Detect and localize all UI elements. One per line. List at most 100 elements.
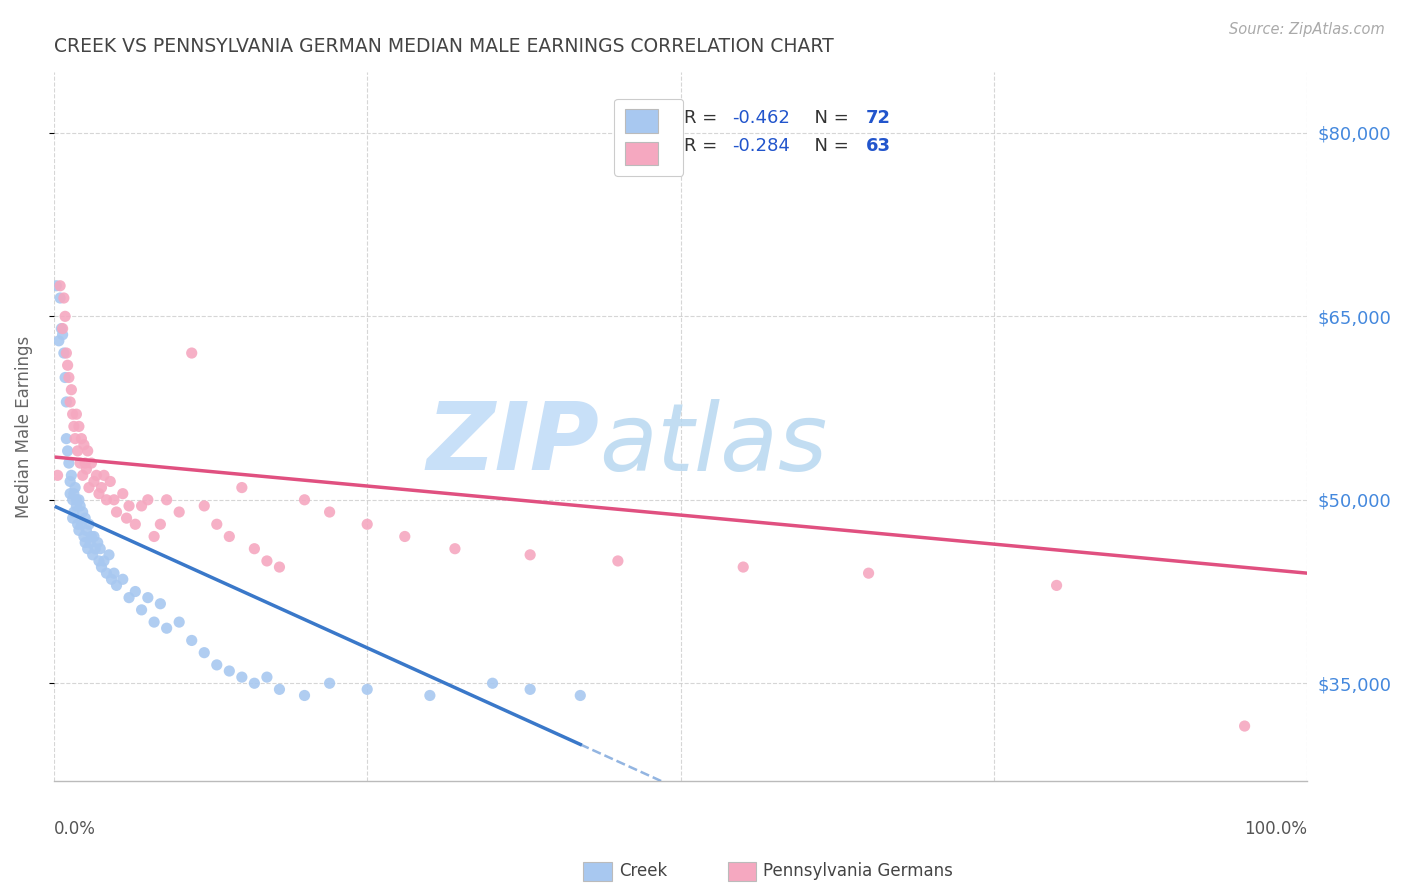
Point [56, 358, 79, 372]
Point [62, 407, 84, 421]
Point [143, 529, 166, 543]
Point [111, 486, 134, 500]
Point [67, 524, 90, 538]
Point [69, 456, 91, 470]
Point [48, 334, 70, 348]
Point [52, 327, 75, 342]
Point [294, 492, 316, 507]
Point [519, 682, 541, 697]
Point [52, 291, 75, 305]
Point [72, 468, 94, 483]
Point [77, 517, 100, 532]
Point [231, 670, 253, 684]
Point [118, 499, 141, 513]
Point [606, 554, 628, 568]
Point [136, 492, 159, 507]
Point [243, 676, 266, 690]
Point [356, 517, 378, 532]
Point [481, 676, 503, 690]
Point [60, 383, 83, 397]
Text: 63: 63 [866, 137, 891, 155]
Point [180, 633, 202, 648]
Point [63, 419, 86, 434]
Point [72, 505, 94, 519]
Point [77, 481, 100, 495]
Point [115, 511, 138, 525]
Point [73, 438, 96, 452]
Point [167, 615, 190, 629]
Point [60, 468, 83, 483]
Point [231, 481, 253, 495]
Point [87, 486, 110, 500]
Point [103, 492, 125, 507]
Text: 100.0%: 100.0% [1244, 820, 1308, 838]
Text: R =: R = [685, 109, 723, 127]
Point [105, 578, 128, 592]
Legend:  ,  : , [614, 98, 683, 176]
Point [52, 346, 75, 360]
Text: CREEK VS PENNSYLVANIA GERMAN MEDIAN MALE EARNINGS CORRELATION CHART: CREEK VS PENNSYLVANIA GERMAN MEDIAN MALE… [53, 37, 834, 56]
Point [243, 541, 266, 556]
Point [55, 346, 77, 360]
Point [96, 492, 118, 507]
Point [82, 548, 104, 562]
Point [269, 682, 291, 697]
Point [65, 492, 87, 507]
Point [167, 505, 190, 519]
Point [80, 529, 103, 543]
Point [96, 566, 118, 581]
Point [63, 505, 86, 519]
Point [70, 517, 93, 532]
Point [149, 597, 172, 611]
Point [100, 572, 122, 586]
Point [318, 676, 340, 690]
Point [55, 395, 77, 409]
Point [45, 278, 67, 293]
Point [80, 456, 103, 470]
Point [75, 511, 97, 525]
Point [59, 475, 82, 489]
Text: Pennsylvania Germans: Pennsylvania Germans [763, 862, 953, 880]
Text: Source: ZipAtlas.com: Source: ZipAtlas.com [1229, 22, 1385, 37]
Point [69, 499, 91, 513]
Point [84, 541, 107, 556]
Point [53, 370, 76, 384]
Point [118, 591, 141, 605]
Text: N =: N = [803, 109, 855, 127]
Point [256, 554, 278, 568]
Y-axis label: Median Male Earnings: Median Male Earnings [15, 335, 32, 517]
Text: N =: N = [803, 137, 855, 155]
Point [136, 591, 159, 605]
Point [55, 432, 77, 446]
Point [75, 456, 97, 470]
Point [65, 499, 87, 513]
Point [75, 462, 97, 476]
Point [419, 689, 441, 703]
Point [79, 535, 101, 549]
Point [294, 689, 316, 703]
Point [193, 499, 215, 513]
Point [394, 529, 416, 543]
Point [193, 646, 215, 660]
Point [131, 603, 153, 617]
Point [83, 529, 105, 543]
Point [111, 572, 134, 586]
Point [59, 486, 82, 500]
Point [46, 468, 69, 483]
Point [205, 517, 228, 532]
Point [149, 517, 172, 532]
Point [66, 443, 89, 458]
Point [180, 346, 202, 360]
Point [62, 492, 84, 507]
Point [49, 291, 72, 305]
Point [75, 535, 97, 549]
Point [90, 560, 112, 574]
Point [444, 541, 467, 556]
Text: -0.462: -0.462 [733, 109, 790, 127]
Point [70, 432, 93, 446]
Point [143, 615, 166, 629]
Point [76, 541, 98, 556]
Point [218, 529, 240, 543]
Point [76, 443, 98, 458]
Point [1045, 578, 1067, 592]
